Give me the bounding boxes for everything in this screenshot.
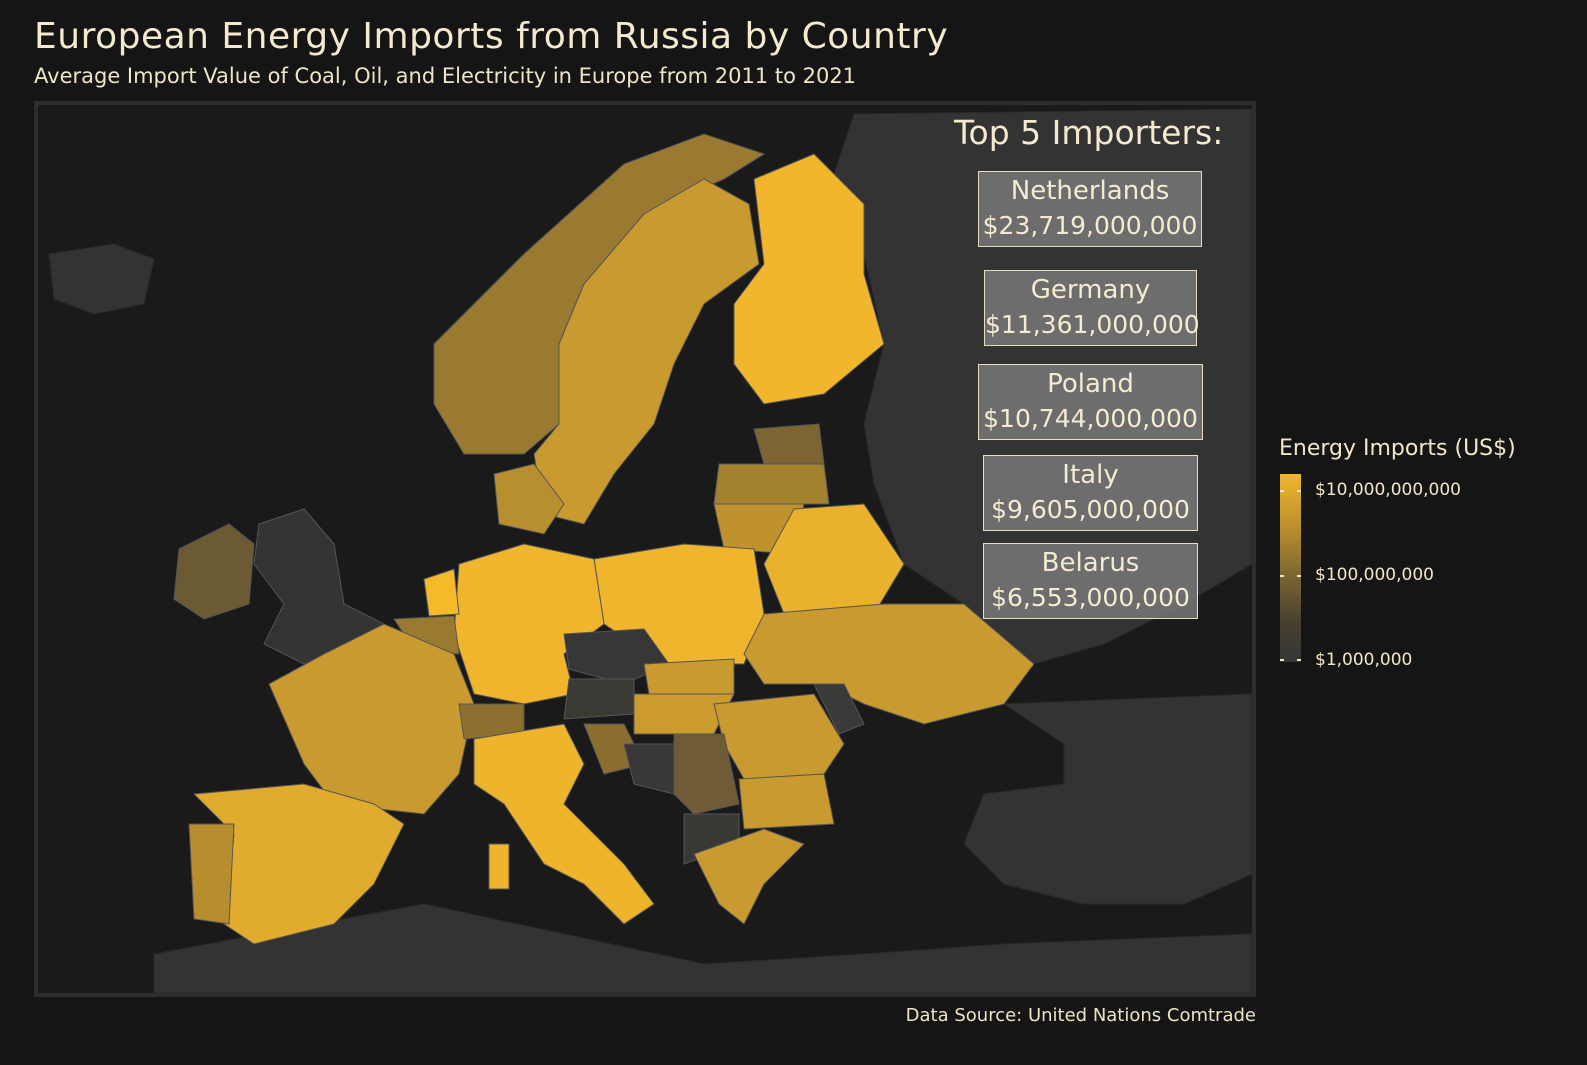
chart-title: European Energy Imports from Russia by C…	[34, 16, 949, 57]
legend-title: Energy Imports (US$)	[1279, 436, 1516, 461]
region-italy	[473, 723, 655, 925]
region-sardinia	[488, 843, 510, 890]
region-greece	[693, 828, 805, 925]
region-portugal	[188, 823, 235, 925]
importer-country: Poland	[1047, 369, 1134, 399]
top5-heading: Top 5 Importers:	[954, 113, 1224, 152]
region-finland	[733, 153, 885, 405]
region-moldova	[813, 683, 865, 735]
importer-country: Belarus	[1041, 548, 1140, 578]
legend-label-low: $1,000,000	[1315, 650, 1413, 670]
importer-value: $10,744,000,000	[983, 404, 1198, 433]
region-denmark	[493, 463, 565, 535]
importer-country: Netherlands	[1010, 176, 1170, 206]
importer-country: Germany	[1030, 275, 1151, 305]
region-turkey-caucasus	[963, 693, 1252, 905]
top-importer-card: Germany $11,361,000,000	[984, 270, 1200, 346]
region-serbia	[673, 733, 740, 815]
region-slovakia	[643, 658, 735, 695]
region-latvia	[713, 463, 830, 505]
importer-value: $9,605,000,000	[991, 495, 1190, 524]
importer-value: $6,553,000,000	[991, 583, 1190, 612]
top-importer-card: Italy $9,605,000,000	[983, 455, 1198, 531]
region-austria	[563, 678, 635, 720]
region-estonia	[753, 423, 825, 465]
importer-value: $23,719,000,000	[982, 211, 1198, 240]
region-north-africa	[153, 903, 1252, 993]
legend-colorbar	[1280, 474, 1301, 662]
data-source: Data Source: United Nations Comtrade	[905, 1005, 1256, 1026]
region-bulgaria	[738, 773, 835, 830]
legend-label-high: $10,000,000,000	[1315, 480, 1462, 500]
region-germany	[453, 543, 605, 705]
top-importer-card: Netherlands $23,719,000,000	[978, 171, 1202, 247]
region-ukraine	[743, 603, 1035, 725]
top-importer-card: Poland $10,744,000,000	[978, 364, 1203, 440]
europe-map	[34, 101, 1256, 997]
map-svg	[38, 105, 1252, 993]
region-ireland	[173, 523, 255, 620]
importer-country: Italy	[1062, 460, 1119, 490]
importer-value: $11,361,000,000	[985, 310, 1200, 339]
top-importer-card: Belarus $6,553,000,000	[983, 543, 1198, 619]
legend-label-mid: $100,000,000	[1315, 565, 1434, 585]
chart-subtitle: Average Import Value of Coal, Oil, and E…	[34, 64, 857, 88]
region-netherlands	[423, 568, 460, 617]
region-iceland	[48, 243, 155, 315]
